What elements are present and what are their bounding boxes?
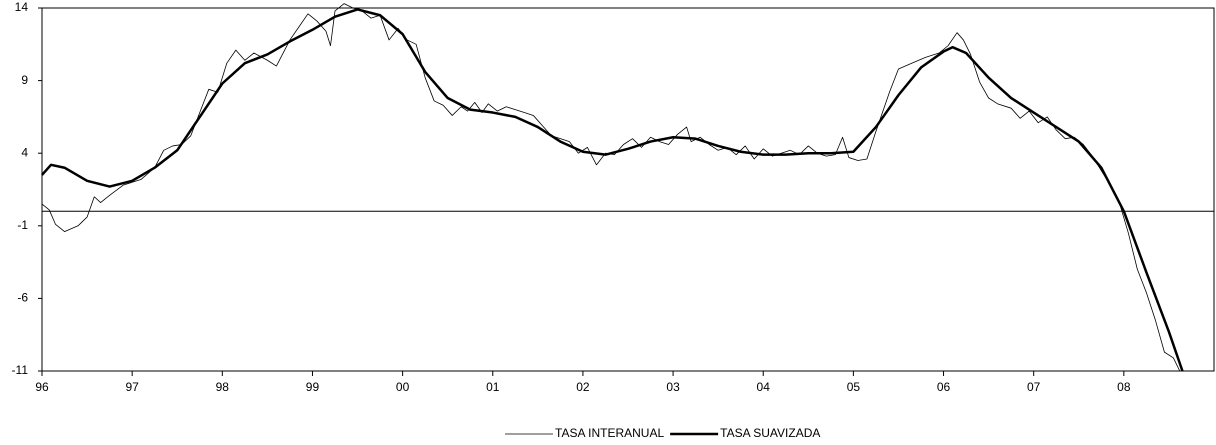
x-tick-label: 03	[666, 380, 680, 394]
y-tick-label: 4	[21, 145, 28, 159]
plot-frame	[41, 7, 1215, 372]
x-tick-label: 00	[396, 380, 410, 394]
x-tick-label: 05	[847, 380, 861, 394]
x-tick-label: 07	[1027, 380, 1041, 394]
x-tick-label: 98	[216, 380, 230, 394]
x-tick-label: 08	[1117, 380, 1131, 394]
x-tick-label: 04	[757, 380, 771, 394]
y-tick-label: 9	[21, 73, 28, 87]
series-line	[41, 8, 1184, 372]
y-tick-label: -11	[12, 363, 29, 377]
y-tick-label: -6	[17, 291, 28, 305]
series-line	[41, 3, 1181, 372]
x-tick-label: 99	[306, 380, 320, 394]
legend-label: TASA INTERANUAL	[555, 426, 664, 440]
y-tick-label: -1	[17, 218, 28, 232]
legend-label: TASA SUAVIZADA	[720, 426, 820, 440]
x-tick-label: 01	[486, 380, 500, 394]
x-tick-label: 97	[125, 380, 139, 394]
x-tick-label: 06	[937, 380, 951, 394]
x-tick-label: 96	[35, 380, 49, 394]
x-tick-label: 02	[576, 380, 590, 394]
y-tick-label: 14	[15, 0, 29, 14]
